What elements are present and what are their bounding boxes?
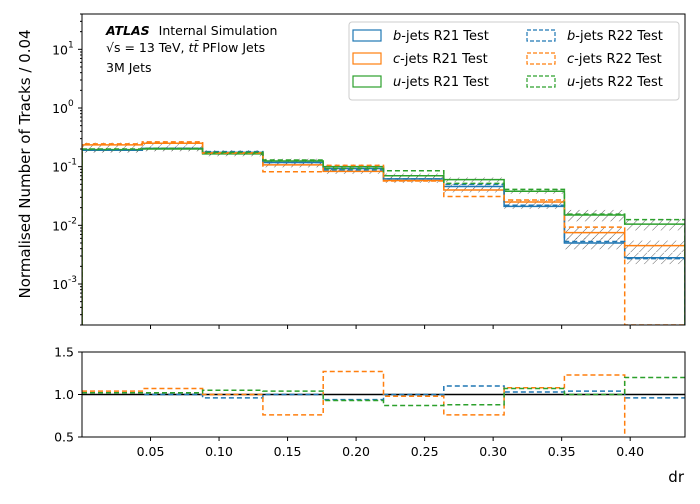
- y-tick-exponent: -3: [68, 275, 77, 285]
- ratio-y-axis: 0.5 1.0 1.5: [54, 345, 82, 445]
- sample-tbar: t̄: [193, 40, 199, 55]
- y-tick-label: 10: [52, 218, 68, 233]
- y-tick-exponent: -2: [68, 216, 77, 226]
- legend-label: u-jets R22 Test: [567, 75, 663, 90]
- legend-label: c-jets R22 Test: [567, 52, 662, 67]
- legend-frame: [348, 21, 680, 101]
- legend-label: u-jets R21 Test: [393, 75, 489, 90]
- jets-count-label: 3M Jets: [106, 60, 152, 75]
- series-line-u-r22: [82, 147, 685, 325]
- ratio-y-tick-label: 0.5: [54, 430, 74, 445]
- legend-swatch-b: [526, 29, 556, 42]
- legend-swatch-u: [526, 75, 556, 88]
- uncertainty-bands: [82, 141, 685, 265]
- y-tick-exponent: 0: [68, 99, 74, 109]
- legend-swatch-u: [352, 75, 382, 88]
- legend-swatch-c: [526, 52, 556, 65]
- svg-text:√s = 13 TeV, tt̄ PFlow Jets: √s = 13 TeV, tt̄ PFlow Jets: [106, 40, 265, 55]
- legend-label: b-jets R22 Test: [567, 29, 663, 44]
- svg-text:ATLAS Internal Simulat: ATLAS Internal Simulation: [105, 23, 277, 38]
- ratio-panel: 0.51.01.5 0.05 0.10 0.15 0.20 0.25 0.30 0.35 0.…: [54, 345, 686, 486]
- ratio-y-tick-label: 1.0: [54, 387, 74, 402]
- y-tick-label: 10: [52, 101, 68, 116]
- ratio-line-c: [82, 370, 626, 437]
- y-tick-exponent: -1: [68, 158, 77, 168]
- x-tick-label: 0.25: [411, 444, 439, 459]
- legend: b-jets R21 Test c-jets R21 Test u-jets R21…: [348, 21, 680, 101]
- x-tick-label: 0.05: [137, 444, 165, 459]
- x-tick-label: 0.30: [479, 444, 507, 459]
- sample-t: t: [188, 40, 194, 55]
- legend-label: c-jets R21 Test: [393, 52, 488, 67]
- y-axis-label: Normalised Number of Tracks / 0.04: [16, 29, 34, 298]
- main-series-group: [82, 141, 685, 325]
- x-tick-label: 0.15: [274, 444, 302, 459]
- ratio-line-u: [82, 376, 685, 407]
- x-tick-label: 0.20: [342, 444, 370, 459]
- legend-label: b-jets R21 Test: [393, 29, 489, 44]
- x-tick-label: 0.35: [548, 444, 576, 459]
- ratio-y-tick-label: 1.5: [54, 345, 74, 360]
- x-axis-label: dr: [668, 468, 685, 486]
- ratio-series-group: [82, 370, 685, 437]
- atlas-label: ATLAS: [105, 23, 150, 38]
- atlas-annotation: ATLAS Internal Simulation √s = 13 TeV, t…: [105, 23, 277, 75]
- series-line-c-r22: [82, 141, 685, 325]
- main-x-axis-ticks: [150, 325, 631, 329]
- x-tick-label: 0.40: [616, 444, 644, 459]
- energy-label: = 13 TeV,: [120, 40, 188, 55]
- y-tick-label: 10: [52, 277, 68, 292]
- y-tick-label: 10: [52, 42, 68, 57]
- y-tick-exponent: 1: [68, 40, 74, 50]
- ratio-x-axis: 0.05 0.10 0.15 0.20 0.25 0.30 0.35 0.40: [137, 437, 644, 459]
- legend-swatch-c: [352, 52, 382, 65]
- sample-label: PFlow Jets: [198, 40, 265, 55]
- legend-swatch-b: [352, 29, 382, 42]
- energy-sqrt: √s: [106, 40, 120, 55]
- atlas-status: Internal Simulation: [159, 23, 278, 38]
- y-tick-label: 10: [52, 160, 68, 175]
- x-tick-label: 0.10: [205, 444, 233, 459]
